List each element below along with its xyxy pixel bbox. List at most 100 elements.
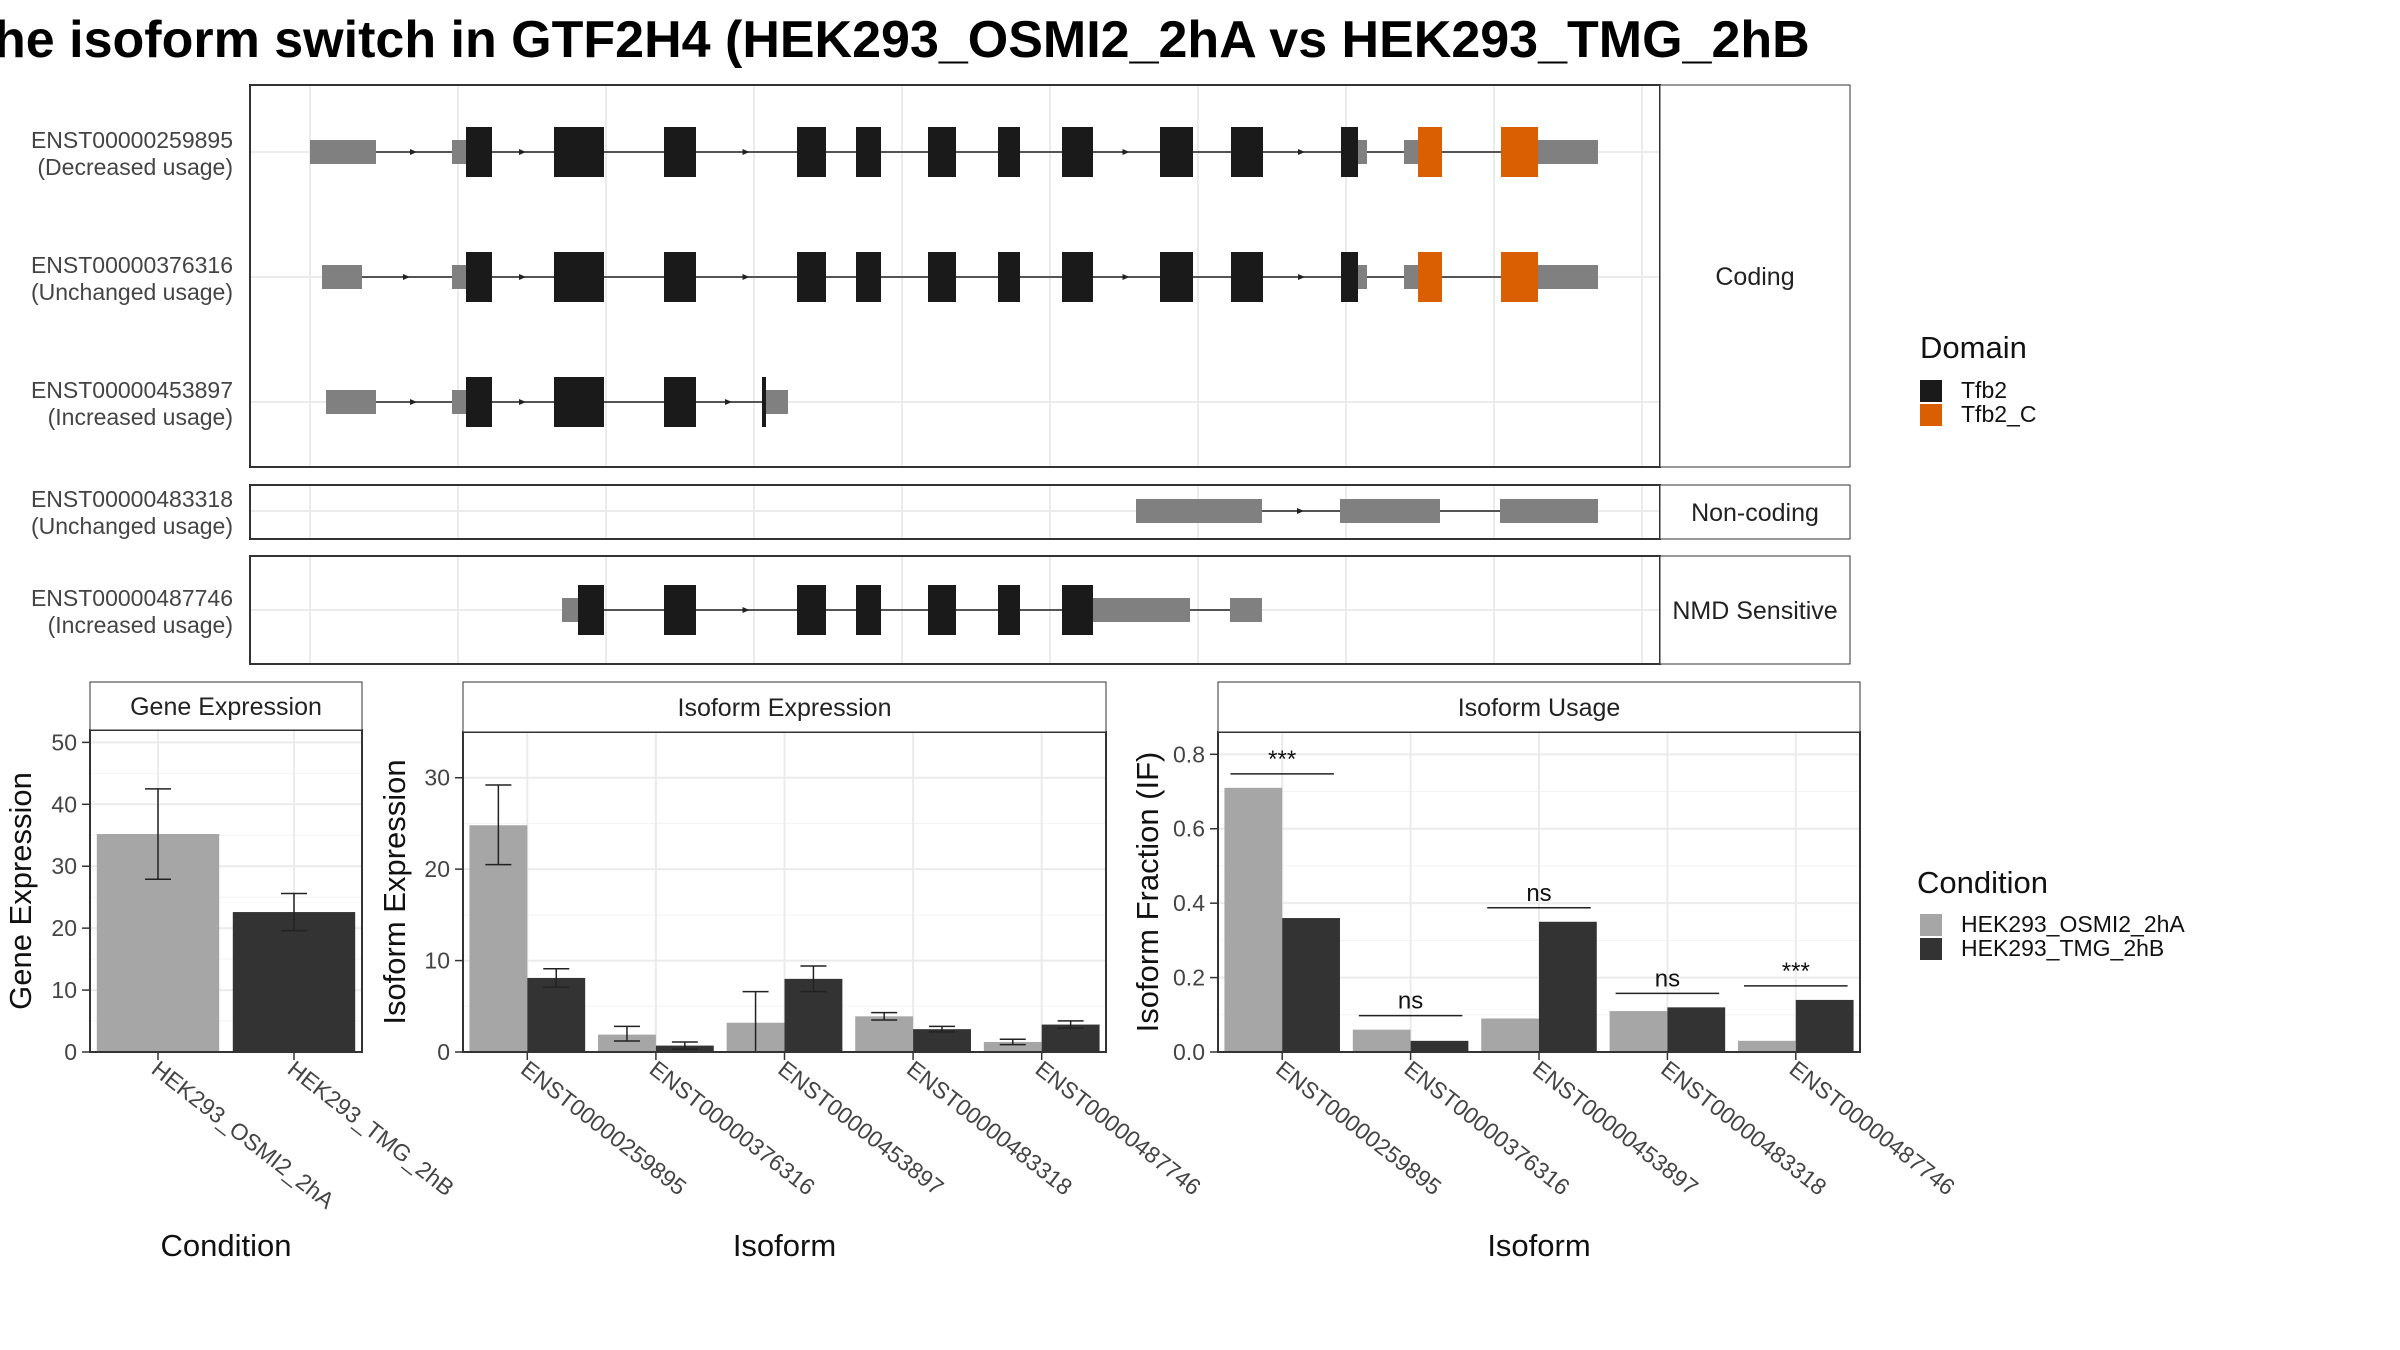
error-bar — [613, 1025, 640, 1042]
y-tick-label: 20 — [51, 915, 77, 941]
y-tick-label: 0.6 — [1173, 816, 1205, 842]
coding-exon — [856, 127, 881, 177]
structure-strip-label: Non-coding — [1691, 499, 1819, 527]
bar — [1041, 1024, 1100, 1052]
transcript-ENST00000259895 — [310, 127, 1598, 177]
error-bar — [281, 892, 307, 932]
coding-exon — [797, 585, 826, 635]
condition-legend-title: Condition — [1917, 865, 2048, 900]
coding-exon — [797, 127, 826, 177]
bar — [1352, 1029, 1411, 1052]
structure-strip-label: NMD Sensitive — [1672, 597, 1837, 625]
intron-arrow — [519, 149, 526, 155]
coding-exon — [466, 127, 492, 177]
coding-exon — [578, 585, 604, 635]
intron-arrow — [410, 399, 417, 405]
structure-strip — [1659, 84, 1851, 468]
coding-exon — [664, 585, 696, 635]
intron-arrow — [725, 399, 732, 405]
structure-panel-2: NMD Sensitive ENST00000487746(Increased u… — [31, 555, 1851, 665]
intron-arrow — [519, 399, 526, 405]
utr-exon — [1093, 598, 1190, 622]
structure-strip — [1659, 484, 1851, 540]
bar — [1224, 787, 1283, 1052]
transcript-usage-label: (Unchanged usage) — [31, 513, 233, 539]
chart-title: Isoform Usage — [1458, 694, 1621, 722]
y-tick-label: 20 — [424, 856, 450, 882]
y-tick-label: 0 — [437, 1039, 450, 1065]
coding-exon — [762, 377, 766, 427]
error-bar — [145, 788, 171, 880]
significance-label: *** — [1268, 746, 1296, 773]
intron-arrow — [1298, 149, 1305, 155]
significance-label: ns — [1526, 880, 1551, 907]
error-bar — [1057, 1020, 1084, 1029]
coding-exon — [664, 252, 696, 302]
coding-exon — [664, 377, 696, 427]
y-tick-label: 40 — [51, 791, 77, 817]
transcript-ENST00000487746 — [562, 585, 1262, 635]
y-tick-label: 50 — [51, 729, 77, 755]
chart-strip — [89, 681, 363, 731]
utr-exon — [1500, 499, 1598, 523]
transcript-id-label: ENST00000259895 — [31, 127, 233, 153]
coding-exon — [928, 252, 956, 302]
error-bar — [485, 784, 512, 866]
coding-exon — [856, 252, 881, 302]
error-bar — [871, 1011, 898, 1021]
utr-exon — [1230, 598, 1262, 622]
coding-exon — [1231, 127, 1263, 177]
intron-arrow — [1122, 149, 1130, 155]
utr-exon — [1538, 140, 1598, 164]
error-bar — [671, 1041, 698, 1051]
y-axis-title: Isoform Fraction (IF) — [1130, 752, 1165, 1033]
structure-panel-0: Coding ENST00000259895(Decreased usage) EN… — [31, 84, 1851, 468]
condition-legend-swatch — [1920, 938, 1942, 960]
coding-exon — [1062, 585, 1093, 635]
x-axis-title: Isoform — [733, 1228, 836, 1263]
transcript-id-label: ENST00000453897 — [31, 377, 233, 403]
y-tick-label: 0.2 — [1173, 965, 1205, 991]
utr-exon — [452, 390, 466, 414]
y-tick-label: 0.4 — [1173, 890, 1205, 916]
bar — [1738, 1040, 1796, 1052]
structure-strip — [1659, 555, 1851, 665]
error-bar — [999, 1038, 1026, 1046]
transcript-id-label: ENST00000483318 — [31, 486, 233, 512]
coding-exon — [1418, 252, 1442, 302]
y-tick-label: 0.0 — [1173, 1039, 1205, 1065]
coding-exon — [928, 585, 956, 635]
condition-legend-item: HEK293_TMG_2hB — [1961, 935, 2164, 961]
bar — [1539, 921, 1597, 1052]
intron-arrow — [1122, 274, 1130, 280]
coding-exon — [1160, 127, 1193, 177]
transcript-id-label: ENST00000487746 — [31, 585, 233, 611]
bar — [983, 1041, 1042, 1052]
x-axis-title: Isoform — [1487, 1228, 1590, 1263]
chart-title: Gene Expression — [130, 693, 322, 721]
structure-panel-1: Non-coding ENST00000483318(Unchanged usag… — [31, 484, 1851, 540]
domain-legend-title: Domain — [1920, 330, 2027, 365]
utr-exon — [326, 390, 376, 414]
utr-exon — [766, 390, 788, 414]
intron-arrow — [1297, 508, 1304, 514]
coding-exon — [856, 585, 881, 635]
intron-arrow — [403, 274, 410, 280]
transcript-usage-label: (Increased usage) — [48, 404, 233, 430]
coding-exon — [1501, 252, 1538, 302]
significance-label: *** — [1782, 958, 1810, 985]
utr-exon — [1136, 499, 1262, 523]
transcript-ENST00000483318 — [1136, 499, 1598, 523]
coding-exon — [998, 127, 1020, 177]
bar — [855, 1016, 914, 1052]
transcript-id-label: ENST00000376316 — [31, 252, 233, 278]
chart-2: *** ns ns ns *** Isoform Usage 0.0 0.2 0.4 0.6 0.8… — [1130, 681, 1960, 1263]
utr-exon — [562, 598, 578, 622]
y-axis-title: Isoform Expression — [377, 759, 412, 1024]
bar — [527, 977, 586, 1052]
transcript-ENST00000376316 — [322, 252, 1598, 302]
utr-exon — [1340, 499, 1440, 523]
error-bar — [543, 968, 570, 988]
utr-exon — [1404, 140, 1418, 164]
domain-legend-item: Tfb2_C — [1961, 401, 2036, 427]
